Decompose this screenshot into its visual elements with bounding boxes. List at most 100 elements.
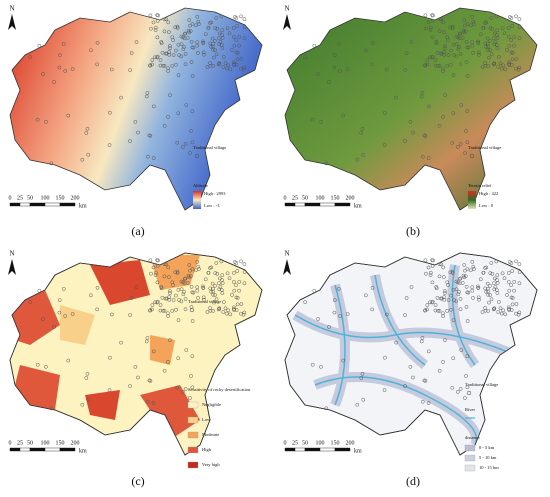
village: [183, 307, 188, 312]
village: [70, 67, 75, 71]
village: [451, 287, 456, 292]
village: [458, 297, 463, 301]
village: [168, 338, 172, 343]
village: [187, 18, 192, 22]
village: [458, 307, 463, 312]
village: [162, 262, 167, 267]
north-arrow: [283, 259, 291, 275]
village: [423, 13, 428, 18]
village: [84, 131, 89, 135]
village: [483, 63, 488, 68]
village: [442, 30, 446, 34]
legend-point-symbol: [466, 390, 472, 396]
village: [181, 280, 185, 285]
village: [80, 402, 85, 407]
village: [163, 51, 168, 56]
village: [186, 28, 191, 33]
village: [509, 38, 513, 43]
village: [159, 40, 164, 44]
village: [370, 307, 375, 312]
village: [200, 284, 205, 289]
village: [242, 25, 247, 29]
village: [517, 36, 522, 41]
village: [509, 283, 513, 288]
village: [471, 51, 475, 55]
village: [230, 293, 234, 297]
village: [162, 368, 167, 373]
village: [484, 265, 489, 270]
village: [312, 288, 317, 293]
village: [489, 297, 494, 302]
village: [303, 300, 308, 304]
village: [85, 126, 90, 131]
village: [239, 259, 243, 264]
village: [464, 60, 469, 64]
village: [182, 32, 187, 36]
village: [226, 63, 231, 68]
scale-tick-label: 200: [346, 195, 355, 201]
village: [404, 51, 409, 55]
village: [419, 94, 424, 99]
village: [95, 285, 100, 290]
village: [327, 80, 331, 84]
village: [409, 40, 414, 44]
village: [225, 271, 230, 276]
village: [428, 300, 432, 305]
village: [500, 26, 505, 31]
north-label: N: [9, 5, 14, 13]
village: [494, 14, 499, 19]
village: [162, 17, 167, 22]
scale-bar-segment: [304, 447, 321, 452]
village: [151, 265, 156, 270]
village: [218, 40, 223, 44]
scale-bar-segment: [44, 447, 61, 452]
village: [446, 53, 451, 57]
village: [185, 36, 190, 40]
village: [514, 259, 518, 264]
village: [168, 291, 172, 295]
village: [461, 28, 466, 33]
village: [409, 285, 414, 289]
village: [394, 340, 398, 345]
village: [153, 300, 157, 305]
village: [483, 61, 487, 65]
legend-river-label: River: [465, 407, 475, 412]
village: [464, 374, 468, 378]
north-arrow: [8, 14, 16, 30]
village: [223, 306, 228, 311]
village: [162, 274, 167, 279]
village: [495, 46, 500, 50]
village: [316, 72, 320, 76]
village: [174, 62, 178, 67]
village: [181, 292, 186, 297]
village: [456, 280, 460, 285]
village: [503, 312, 508, 317]
village: [211, 308, 215, 313]
village: [186, 273, 191, 278]
village: [332, 298, 337, 303]
village: [156, 258, 160, 263]
village: [430, 55, 435, 60]
village: [149, 271, 153, 276]
village: [514, 66, 518, 71]
village: [237, 34, 242, 39]
village: [148, 308, 153, 313]
village: [428, 25, 433, 30]
village: [505, 293, 509, 297]
village: [488, 271, 493, 275]
village: [458, 31, 463, 36]
scale-tick-label: 150: [56, 440, 65, 446]
village: [227, 276, 232, 281]
village: [212, 55, 216, 60]
village: [217, 36, 221, 41]
village: [403, 313, 407, 317]
village: [156, 13, 160, 18]
village: [153, 273, 158, 277]
village: [187, 30, 192, 35]
village: [426, 104, 431, 109]
scale-tick-label: 25: [17, 195, 23, 201]
village: [211, 286, 215, 291]
village: [37, 43, 42, 48]
village: [184, 348, 189, 352]
village: [80, 157, 85, 162]
